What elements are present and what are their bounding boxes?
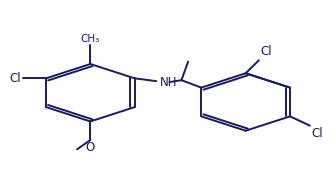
Text: O: O <box>86 141 95 154</box>
Text: Cl: Cl <box>260 45 272 58</box>
Text: NH: NH <box>160 76 177 89</box>
Text: CH₃: CH₃ <box>81 34 100 44</box>
Text: Cl: Cl <box>10 72 21 85</box>
Text: Cl: Cl <box>311 127 323 141</box>
